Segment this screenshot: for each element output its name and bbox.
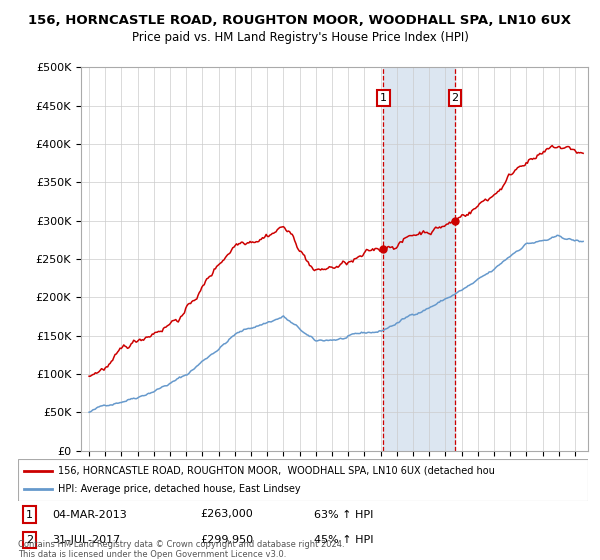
Text: 45% ↑ HPI: 45% ↑ HPI bbox=[314, 535, 374, 545]
Text: 156, HORNCASTLE ROAD, ROUGHTON MOOR,  WOODHALL SPA, LN10 6UX (detached hou: 156, HORNCASTLE ROAD, ROUGHTON MOOR, WOO… bbox=[58, 466, 495, 476]
FancyBboxPatch shape bbox=[18, 459, 588, 501]
Text: 31-JUL-2017: 31-JUL-2017 bbox=[52, 535, 121, 545]
Text: 2: 2 bbox=[26, 535, 33, 545]
Text: 2: 2 bbox=[451, 93, 458, 103]
Text: 1: 1 bbox=[26, 510, 33, 520]
Text: 04-MAR-2013: 04-MAR-2013 bbox=[52, 510, 127, 520]
Text: HPI: Average price, detached house, East Lindsey: HPI: Average price, detached house, East… bbox=[58, 484, 301, 494]
Text: Contains HM Land Registry data © Crown copyright and database right 2024.
This d: Contains HM Land Registry data © Crown c… bbox=[18, 540, 344, 559]
Text: 1: 1 bbox=[380, 93, 387, 103]
Text: Price paid vs. HM Land Registry's House Price Index (HPI): Price paid vs. HM Land Registry's House … bbox=[131, 31, 469, 44]
Bar bbox=[383, 67, 455, 451]
Text: £299,950: £299,950 bbox=[200, 535, 254, 545]
Text: 156, HORNCASTLE ROAD, ROUGHTON MOOR, WOODHALL SPA, LN10 6UX: 156, HORNCASTLE ROAD, ROUGHTON MOOR, WOO… bbox=[29, 14, 571, 27]
Text: 63% ↑ HPI: 63% ↑ HPI bbox=[314, 510, 374, 520]
Text: £263,000: £263,000 bbox=[200, 510, 253, 520]
